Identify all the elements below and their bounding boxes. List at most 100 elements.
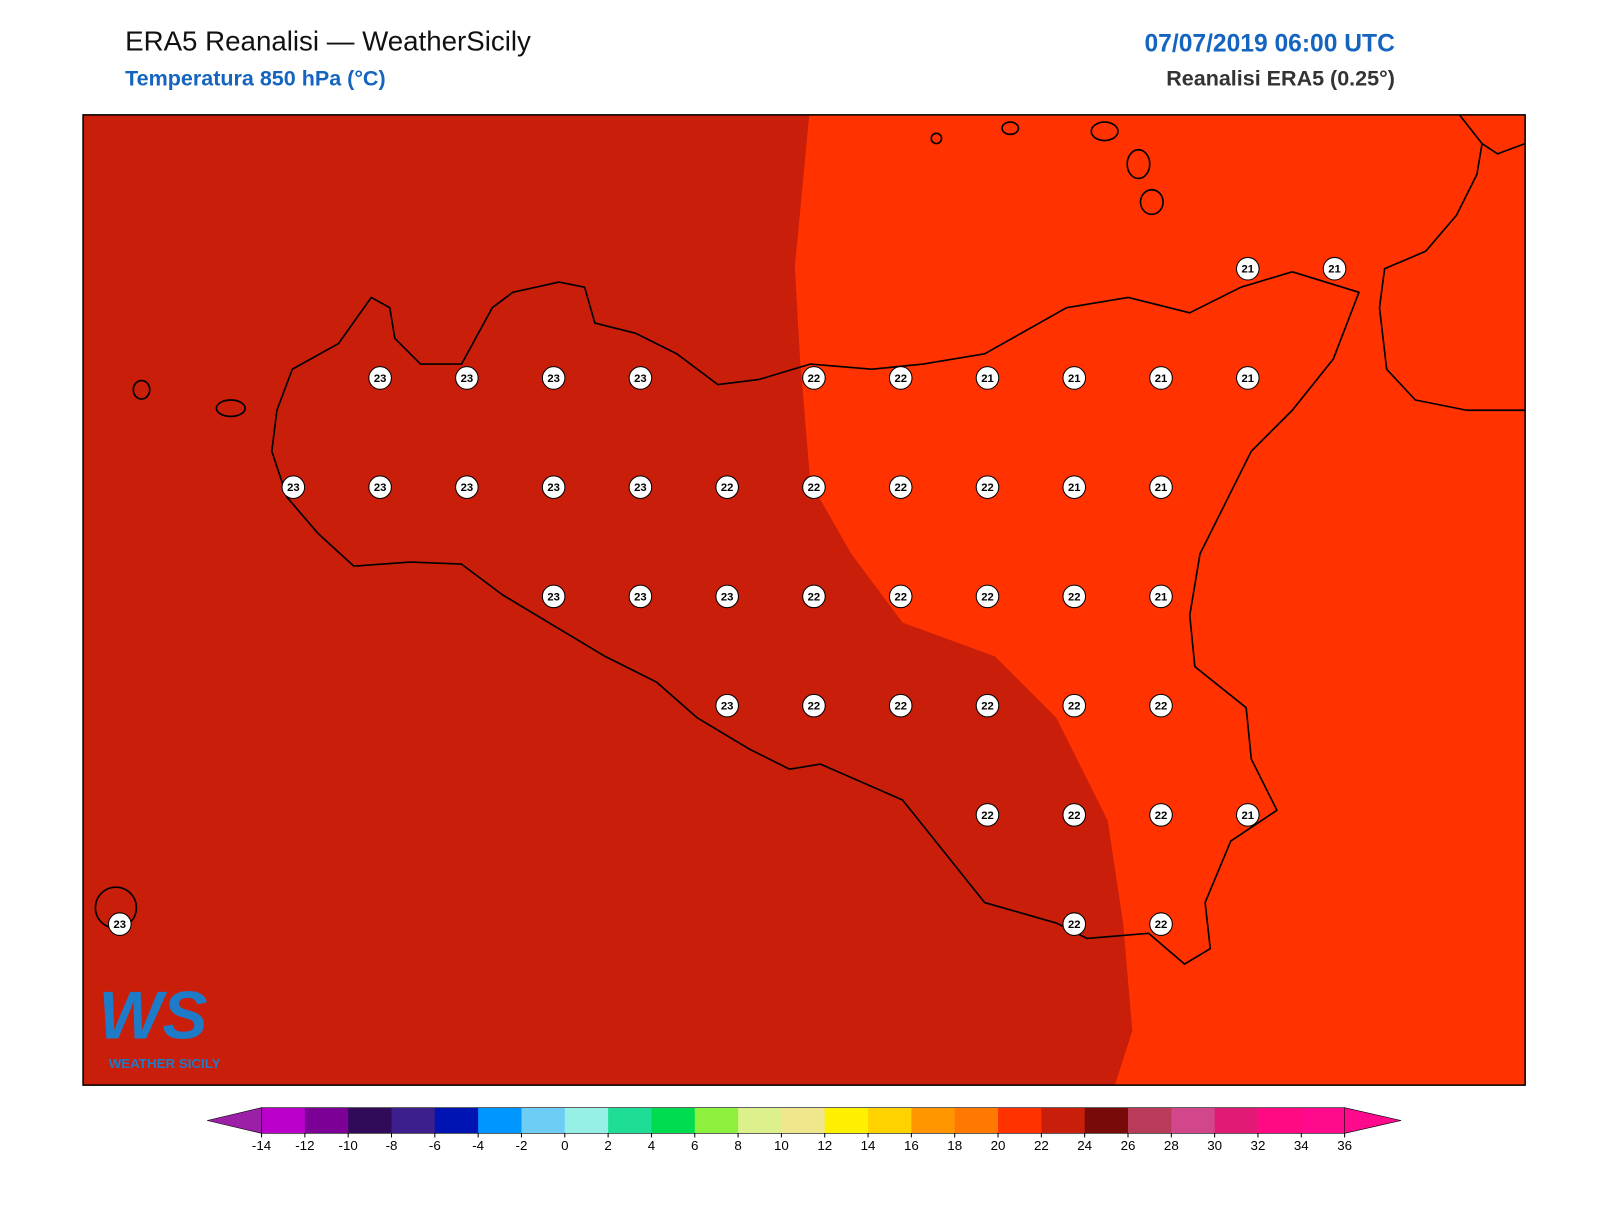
title: ERA5 Reanalisi — WeatherSicily bbox=[125, 25, 531, 56]
station-marker bbox=[455, 366, 479, 390]
colorbar-segment bbox=[781, 1107, 826, 1134]
station: 22 bbox=[1149, 803, 1173, 827]
station-marker bbox=[455, 475, 479, 499]
station: 23 bbox=[541, 366, 566, 390]
colorbar-tick-label: 18 bbox=[947, 1138, 962, 1153]
station: 21 bbox=[1235, 803, 1260, 827]
station-value: 22 bbox=[1068, 919, 1081, 931]
station-marker bbox=[888, 475, 913, 499]
colorbar-tick-label: 10 bbox=[774, 1138, 789, 1153]
station-value: 21 bbox=[1328, 264, 1341, 276]
colorbar-tick-label: 16 bbox=[904, 1138, 919, 1153]
colorbar-tick-label: 28 bbox=[1164, 1138, 1179, 1153]
colorbar: -14 -12 -10 -8 -6 -4 -2 0 2 4 6 8 10 12 14 16 18 20 22 24 26… bbox=[207, 1107, 1402, 1153]
station-value: 22 bbox=[1068, 701, 1081, 713]
colorbar-tick-label: -4 bbox=[472, 1138, 484, 1153]
colorbar-segment bbox=[608, 1107, 652, 1134]
station-value: 22 bbox=[1155, 919, 1168, 931]
station-value: 22 bbox=[1068, 591, 1081, 603]
station-value: 22 bbox=[808, 701, 821, 713]
station-marker bbox=[108, 912, 132, 936]
colorbar-segment bbox=[391, 1107, 436, 1134]
station: 23 bbox=[368, 475, 392, 499]
station-marker bbox=[541, 366, 566, 390]
station-value: 21 bbox=[1242, 810, 1255, 822]
station: 22 bbox=[802, 366, 826, 390]
logo: WS WEATHER SICILY bbox=[98, 978, 220, 1071]
station-value: 22 bbox=[808, 373, 821, 385]
colorbar-segment bbox=[694, 1107, 739, 1134]
station: 22 bbox=[1062, 693, 1087, 718]
colorbar-segment bbox=[478, 1107, 522, 1134]
station-marker bbox=[1235, 256, 1260, 281]
station-value: 23 bbox=[114, 919, 127, 931]
colorbar-segment bbox=[521, 1107, 566, 1134]
coastline-calabria bbox=[1378, 114, 1526, 412]
station: 23 bbox=[368, 366, 392, 390]
colorbar-segment bbox=[304, 1107, 349, 1134]
station: 23 bbox=[628, 366, 653, 390]
station-value: 23 bbox=[721, 591, 734, 603]
station-value: 22 bbox=[894, 373, 907, 385]
station: 22 bbox=[888, 584, 913, 609]
coastline-calabria-north bbox=[1481, 142, 1526, 155]
colorbar-segment bbox=[434, 1107, 479, 1134]
colorbar-segment bbox=[868, 1107, 912, 1134]
station: 23 bbox=[541, 475, 566, 499]
station-marker bbox=[802, 366, 826, 390]
station-value: 22 bbox=[981, 482, 994, 494]
colorbar-tick-label: 32 bbox=[1251, 1138, 1266, 1153]
colorbar-tick-label: 20 bbox=[991, 1138, 1006, 1153]
colorbar-under bbox=[207, 1107, 262, 1134]
station: 21 bbox=[1235, 256, 1260, 281]
station-marker bbox=[541, 584, 566, 609]
colorbar-segment bbox=[651, 1107, 696, 1134]
colorbar-segment bbox=[911, 1107, 956, 1134]
station-marker bbox=[281, 475, 306, 499]
station-value: 22 bbox=[981, 701, 994, 713]
station: 22 bbox=[1149, 693, 1173, 718]
station-marker bbox=[715, 475, 739, 499]
station: 22 bbox=[888, 475, 913, 499]
station-value: 23 bbox=[721, 701, 734, 713]
colorbar-tick-label: 26 bbox=[1121, 1138, 1136, 1153]
station: 22 bbox=[802, 693, 826, 718]
colorbar-segment bbox=[1301, 1107, 1346, 1134]
station-marker bbox=[628, 584, 653, 609]
station: 22 bbox=[888, 366, 913, 390]
colorbar-segment bbox=[824, 1107, 869, 1134]
station-marker bbox=[975, 584, 1000, 609]
colorbar-tick-label: -6 bbox=[429, 1138, 441, 1153]
station-marker bbox=[1149, 803, 1173, 827]
source: Reanalisi ERA5 (0.25°) bbox=[1166, 67, 1395, 91]
station-value: 22 bbox=[894, 701, 907, 713]
station: 23 bbox=[455, 366, 479, 390]
station: 22 bbox=[715, 475, 739, 499]
station-marker bbox=[975, 475, 1000, 499]
station: 22 bbox=[975, 803, 1000, 827]
station: 23 bbox=[108, 912, 132, 936]
station-marker bbox=[1149, 912, 1173, 936]
station: 21 bbox=[1149, 475, 1173, 499]
colorbar-segment bbox=[1084, 1107, 1129, 1134]
colorbar-tick-label: 36 bbox=[1337, 1138, 1352, 1153]
colorbar-segment bbox=[954, 1107, 999, 1134]
station-marker bbox=[888, 584, 913, 609]
station: 22 bbox=[802, 584, 826, 609]
colorbar-segment bbox=[1214, 1107, 1259, 1134]
station-value: 22 bbox=[894, 591, 907, 603]
station: 22 bbox=[1149, 912, 1173, 936]
station-value: 22 bbox=[808, 482, 821, 494]
colorbar-segment bbox=[1041, 1107, 1086, 1134]
colorbar-tick-label: 30 bbox=[1207, 1138, 1222, 1153]
station: 23 bbox=[715, 693, 739, 718]
station-marker bbox=[715, 584, 739, 609]
station-value: 21 bbox=[1242, 373, 1255, 385]
colorbar-segment bbox=[738, 1107, 782, 1134]
station: 22 bbox=[1062, 803, 1087, 827]
station-value: 23 bbox=[461, 373, 474, 385]
colorbar-segment bbox=[1128, 1107, 1172, 1134]
station-value: 23 bbox=[547, 373, 560, 385]
